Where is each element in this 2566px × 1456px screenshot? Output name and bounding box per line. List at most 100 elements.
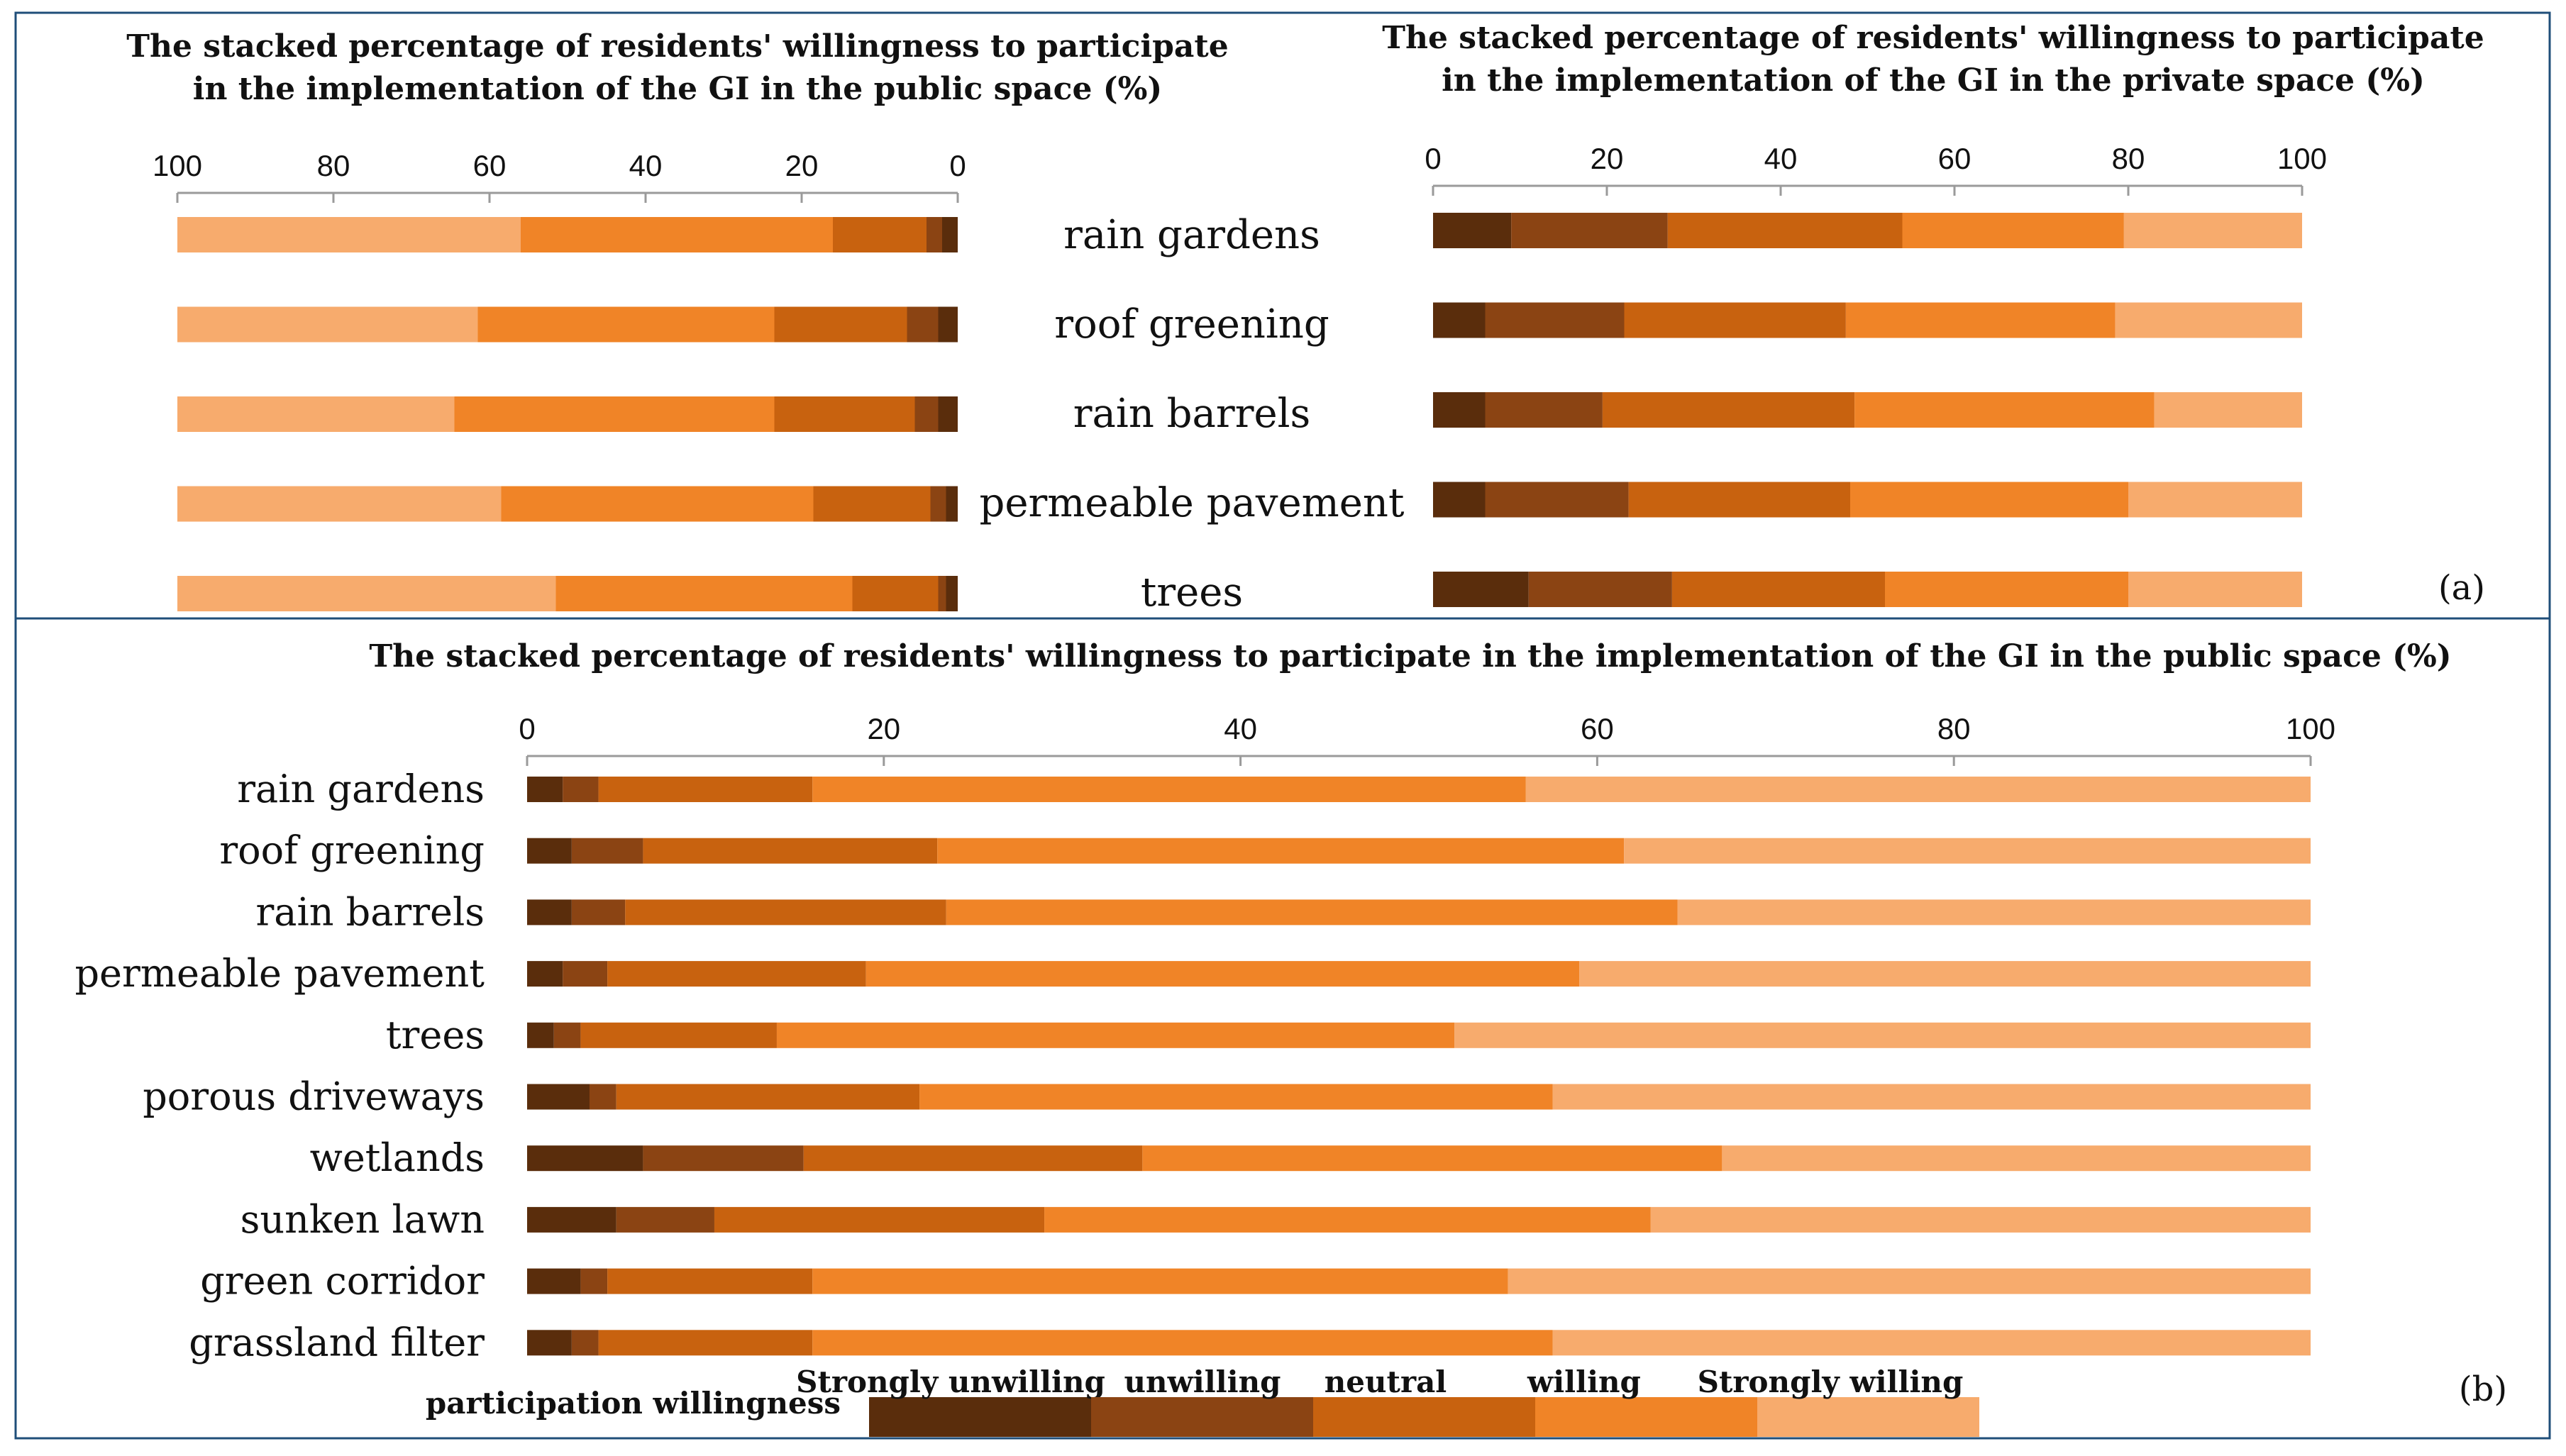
x-tick-label: 100: [2286, 712, 2335, 745]
bar-trees-unwilling: [553, 1022, 581, 1048]
chart-a-left: 100 80 60 40 20 0: [153, 149, 966, 611]
bar-rain-gardens-willing: [812, 777, 1526, 802]
bar-rain-gardens-willing: [521, 217, 833, 252]
bar-permeable-pavement-unwilling: [930, 486, 946, 522]
x-tick-label: 20: [1591, 142, 1624, 175]
bar-rain-gardens-unwilling: [927, 217, 942, 252]
x-tick-label: 60: [1938, 142, 1971, 175]
category-label-green-corridor: green corridor: [200, 1259, 485, 1304]
bar-trees-willing: [555, 576, 853, 611]
bar-grassland-filter-neutral: [598, 1330, 813, 1356]
bar-rain-barrels-strongly-willing: [1677, 899, 2311, 926]
bar-rain-gardens-unwilling: [563, 777, 599, 802]
bar-rain-gardens-strongly-unwilling: [942, 217, 958, 252]
bar-green-corridor-strongly-unwilling: [527, 1268, 581, 1294]
bar-roof-greening-strongly-unwilling: [938, 306, 958, 343]
category-label-roof-greening: roof greening: [219, 828, 485, 873]
bar-roof-greening-willing: [937, 838, 1625, 864]
bar-rain-barrels-neutral: [774, 396, 915, 432]
bar-rain-gardens-willing: [1902, 213, 2124, 248]
category-label-grassland-filter: grassland filter: [189, 1320, 485, 1365]
bar-rain-barrels-neutral: [1602, 392, 1855, 428]
bar-trees-unwilling: [1528, 572, 1672, 607]
bar-porous-driveways-strongly-unwilling: [527, 1084, 590, 1110]
chart-b: 0 20 40 60 80 100 rain gardens roof greening rai…: [74, 712, 2335, 1365]
bar-trees-strongly-unwilling: [527, 1022, 554, 1048]
category-label-trees: trees: [386, 1013, 485, 1057]
x-tick-label: 20: [785, 149, 819, 182]
bar-roof-greening-strongly-unwilling: [527, 838, 572, 864]
legend-swatch-unwilling: [1091, 1397, 1313, 1437]
category-label-a-rain-barrels: rain barrels: [1073, 391, 1311, 437]
bar-green-corridor-strongly-willing: [1508, 1268, 2311, 1294]
bar-permeable-pavement-willing: [1850, 482, 2128, 518]
x-tick-label: 40: [1224, 712, 1257, 745]
category-label-rain-barrels: rain barrels: [255, 889, 485, 934]
bar-rain-gardens-strongly-willing: [177, 217, 521, 252]
bar-rain-barrels-strongly-willing: [2154, 392, 2302, 428]
bar-grassland-filter-strongly-unwilling: [527, 1330, 572, 1356]
bar-grassland-filter-unwilling: [571, 1330, 599, 1356]
bar-rain-gardens-neutral: [833, 217, 927, 252]
legend-swatch-strongly-unwilling: [869, 1397, 1091, 1437]
bar-sunken-lawn-neutral: [714, 1206, 1045, 1233]
bar-rain-barrels-strongly-unwilling: [938, 396, 958, 432]
legend-swatch-willing: [1535, 1397, 1757, 1437]
chart-a-right: 0 20 40 60 80 100: [1425, 142, 2327, 607]
bar-trees-neutral: [580, 1022, 777, 1048]
bar-porous-driveways-neutral: [616, 1084, 920, 1110]
category-label-a-permeable-pavement: permeable pavement: [980, 480, 1405, 526]
bar-permeable-pavement-neutral: [813, 486, 931, 522]
bar-rain-barrels-willing: [1854, 392, 2155, 428]
bar-roof-greening-neutral: [1624, 302, 1846, 338]
bar-sunken-lawn-willing: [1044, 1206, 1651, 1233]
legend-label-strongly-willing: Strongly willing: [1698, 1365, 1964, 1399]
x-tick-label: 0: [1425, 142, 1441, 175]
bar-permeable-pavement-neutral: [607, 961, 866, 987]
legend-swatch-neutral: [1313, 1397, 1535, 1437]
bar-wetlands-willing: [1142, 1145, 1722, 1172]
bar-trees-strongly-willing: [177, 576, 556, 611]
category-label-a-trees: trees: [1141, 569, 1243, 616]
x-tick-label: 100: [153, 149, 202, 182]
outer-frame: [14, 11, 2551, 1440]
bar-wetlands-unwilling: [643, 1145, 804, 1172]
legend-label-willing: willing: [1527, 1365, 1641, 1399]
bar-rain-gardens-strongly-unwilling: [527, 777, 563, 802]
bar-rain-barrels-unwilling: [571, 899, 626, 926]
bar-trees-willing: [776, 1022, 1455, 1048]
panel-label-b: (b): [2459, 1369, 2507, 1409]
bar-sunken-lawn-unwilling: [616, 1206, 714, 1233]
bar-rain-gardens-strongly-willing: [2123, 213, 2302, 248]
bar-roof-greening-strongly-unwilling: [1433, 302, 1486, 338]
bar-roof-greening-strongly-willing: [2115, 302, 2302, 338]
bar-roof-greening-willing: [477, 306, 775, 343]
bar-wetlands-strongly-unwilling: [527, 1145, 643, 1172]
x-tick-label: 40: [1764, 142, 1798, 175]
bar-grassland-filter-strongly-willing: [1552, 1330, 2311, 1356]
bar-grassland-filter-willing: [812, 1330, 1553, 1356]
bar-rain-barrels-willing: [454, 396, 775, 432]
bar-roof-greening-willing: [1845, 302, 2116, 338]
legend: Strongly unwilling unwilling neutral willin…: [796, 1365, 1979, 1437]
category-label-sunken-lawn: sunken lawn: [240, 1197, 485, 1242]
bar-green-corridor-willing: [812, 1268, 1508, 1294]
chart-title-a-right-line1: The stacked percentage of residents' wil…: [1382, 20, 2484, 56]
bar-rain-barrels-strongly-willing: [177, 396, 455, 432]
bar-sunken-lawn-strongly-willing: [1650, 1206, 2311, 1233]
bar-permeable-pavement-unwilling: [563, 961, 608, 987]
bar-roof-greening-unwilling: [1485, 302, 1625, 338]
bar-rain-gardens-neutral: [598, 777, 813, 802]
bar-rain-barrels-unwilling: [914, 396, 939, 432]
bar-porous-driveways-strongly-willing: [1552, 1084, 2311, 1110]
bar-roof-greening-strongly-willing: [177, 306, 478, 343]
category-label-permeable-pavement: permeable pavement: [74, 951, 485, 996]
bar-rain-barrels-unwilling: [1485, 392, 1603, 428]
bar-trees-unwilling: [938, 576, 946, 611]
bar-rain-barrels-neutral: [625, 899, 946, 926]
legend-label-unwilling: unwilling: [1124, 1365, 1281, 1399]
bar-permeable-pavement-strongly-willing: [2128, 482, 2302, 518]
bar-wetlands-neutral: [803, 1145, 1143, 1172]
bar-trees-strongly-willing: [1454, 1022, 2311, 1048]
